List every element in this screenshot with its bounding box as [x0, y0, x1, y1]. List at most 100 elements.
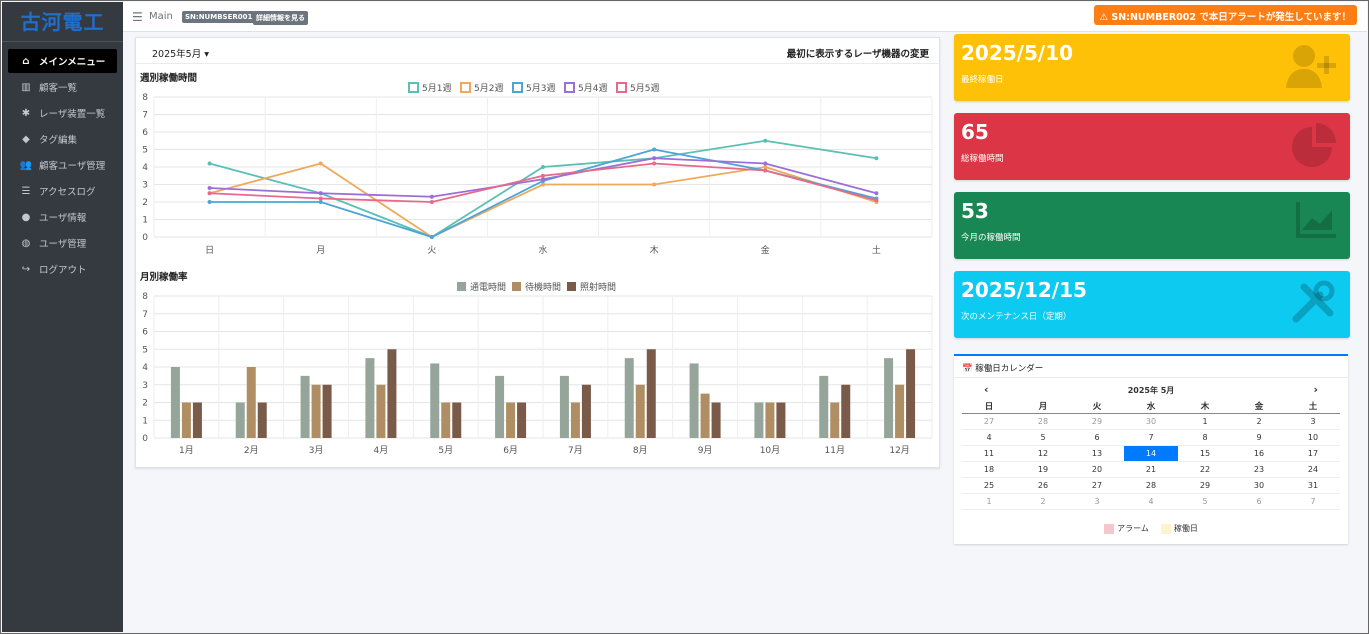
bar[interactable]	[581, 384, 591, 438]
bar[interactable]	[300, 375, 310, 438]
data-point[interactable]	[207, 161, 212, 166]
data-point[interactable]	[763, 168, 768, 173]
calendar-day[interactable]: 28	[1124, 477, 1178, 494]
bar[interactable]	[895, 384, 905, 438]
calendar-day[interactable]: 20	[1070, 461, 1124, 478]
legend-label[interactable]: 通電時間	[470, 282, 506, 293]
bar[interactable]	[830, 402, 840, 439]
breadcrumb[interactable]: Main	[149, 11, 173, 22]
bar[interactable]	[365, 358, 375, 438]
sidebar-item-3[interactable]: ◆ タグ編集	[8, 127, 117, 151]
bar[interactable]	[765, 402, 775, 439]
bar[interactable]	[711, 402, 721, 439]
calendar-day[interactable]: 30	[1124, 413, 1178, 430]
sidebar-item-6[interactable]: ● ユーザ情報	[8, 205, 117, 229]
bar[interactable]	[452, 402, 462, 439]
calendar-day[interactable]: 11	[962, 445, 1016, 462]
data-point[interactable]	[874, 198, 879, 203]
data-point[interactable]	[652, 147, 657, 152]
calendar-day[interactable]: 4	[962, 429, 1016, 446]
bar[interactable]	[635, 384, 645, 438]
bar[interactable]	[170, 367, 180, 438]
sidebar-item-0[interactable]: ⌂ メインメニュー	[8, 49, 117, 73]
calendar-day[interactable]: 21	[1124, 461, 1178, 478]
bar[interactable]	[181, 402, 191, 439]
calendar-day[interactable]: 1	[1178, 413, 1232, 430]
calendar-day[interactable]: 22	[1178, 461, 1232, 478]
bar[interactable]	[884, 358, 894, 438]
sidebar-item-4[interactable]: 👥 顧客ユーザ管理	[8, 153, 117, 177]
calendar-day[interactable]: 28	[1016, 413, 1070, 430]
change-device-link[interactable]: 最初に表示するレーザ機器の変更	[786, 49, 929, 60]
bar[interactable]	[387, 349, 397, 438]
data-point[interactable]	[541, 182, 545, 187]
calendar-day[interactable]: 13	[1070, 445, 1124, 462]
calendar-day[interactable]: 9	[1232, 429, 1286, 446]
sidebar-item-5[interactable]: ☰ アクセスログ	[8, 179, 117, 203]
legend-label[interactable]: 5月1週	[422, 83, 451, 94]
data-point[interactable]	[541, 173, 545, 178]
data-point[interactable]	[541, 165, 545, 169]
bar[interactable]	[841, 384, 851, 438]
legend-label[interactable]: 5月3週	[526, 83, 555, 94]
hamburger-menu-icon[interactable]: ☰	[132, 10, 143, 24]
data-point[interactable]	[429, 235, 434, 239]
calendar-day[interactable]: 4	[1124, 493, 1178, 510]
calendar-day[interactable]: 16	[1232, 445, 1286, 462]
legend-label[interactable]: 5月2週	[474, 83, 503, 94]
legend-label[interactable]: 5月4週	[578, 83, 607, 94]
bar[interactable]	[570, 402, 580, 439]
calendar-day[interactable]: 30	[1232, 477, 1286, 494]
legend-label[interactable]: 5月5週	[630, 83, 659, 94]
calendar-day[interactable]: 19	[1016, 461, 1070, 478]
data-point[interactable]	[318, 196, 323, 201]
calendar-day[interactable]: 18	[962, 461, 1016, 478]
data-point[interactable]	[763, 165, 768, 169]
bar[interactable]	[430, 363, 440, 438]
data-point[interactable]	[763, 161, 768, 166]
bar[interactable]	[246, 367, 256, 438]
data-point[interactable]	[652, 182, 657, 187]
bar[interactable]	[517, 402, 527, 439]
calendar-day[interactable]: 14	[1124, 445, 1178, 462]
data-point[interactable]	[429, 194, 434, 199]
calendar-day[interactable]: 10	[1286, 429, 1340, 446]
data-point[interactable]	[207, 191, 212, 196]
bar[interactable]	[495, 375, 505, 438]
data-point[interactable]	[763, 138, 768, 143]
calendar-day[interactable]: 2	[1016, 493, 1070, 510]
bar[interactable]	[819, 375, 829, 438]
data-point[interactable]	[874, 156, 879, 161]
legend-label[interactable]: 待機時間	[525, 281, 561, 293]
sidebar-item-7[interactable]: ◍ ユーザ管理	[8, 231, 117, 255]
calendar-day[interactable]: 3	[1286, 413, 1340, 430]
month-dropdown[interactable]: 2025年5月 ▾	[152, 46, 209, 60]
data-point[interactable]	[541, 177, 545, 182]
bar[interactable]	[441, 402, 451, 439]
bar[interactable]	[624, 358, 634, 438]
sidebar-item-2[interactable]: ✱ レーザ装置一覧	[8, 101, 117, 125]
brand-logo[interactable]: 古河電工	[2, 2, 123, 42]
bar[interactable]	[376, 384, 386, 438]
bar[interactable]	[689, 363, 699, 438]
bar[interactable]	[235, 402, 245, 439]
calendar-day[interactable]: 24	[1286, 461, 1340, 478]
legend-label[interactable]: 照射時間	[580, 281, 616, 293]
calendar-day[interactable]: 29	[1178, 477, 1232, 494]
calendar-day[interactable]: 31	[1286, 477, 1340, 494]
bar[interactable]	[192, 402, 202, 439]
next-month-button[interactable]: ›	[1313, 383, 1318, 396]
calendar-day[interactable]: 27	[962, 413, 1016, 430]
calendar-day[interactable]: 5	[1016, 429, 1070, 446]
data-point[interactable]	[652, 161, 657, 166]
bar[interactable]	[559, 375, 569, 438]
data-point[interactable]	[652, 156, 657, 161]
bar[interactable]	[754, 402, 764, 439]
calendar-day[interactable]: 26	[1016, 477, 1070, 494]
data-point[interactable]	[318, 191, 323, 196]
calendar-day[interactable]: 8	[1178, 429, 1232, 446]
detail-button[interactable]: 詳細情報を見る	[253, 11, 308, 25]
bar[interactable]	[776, 402, 786, 439]
calendar-day[interactable]: 29	[1070, 413, 1124, 430]
data-point[interactable]	[318, 200, 323, 204]
